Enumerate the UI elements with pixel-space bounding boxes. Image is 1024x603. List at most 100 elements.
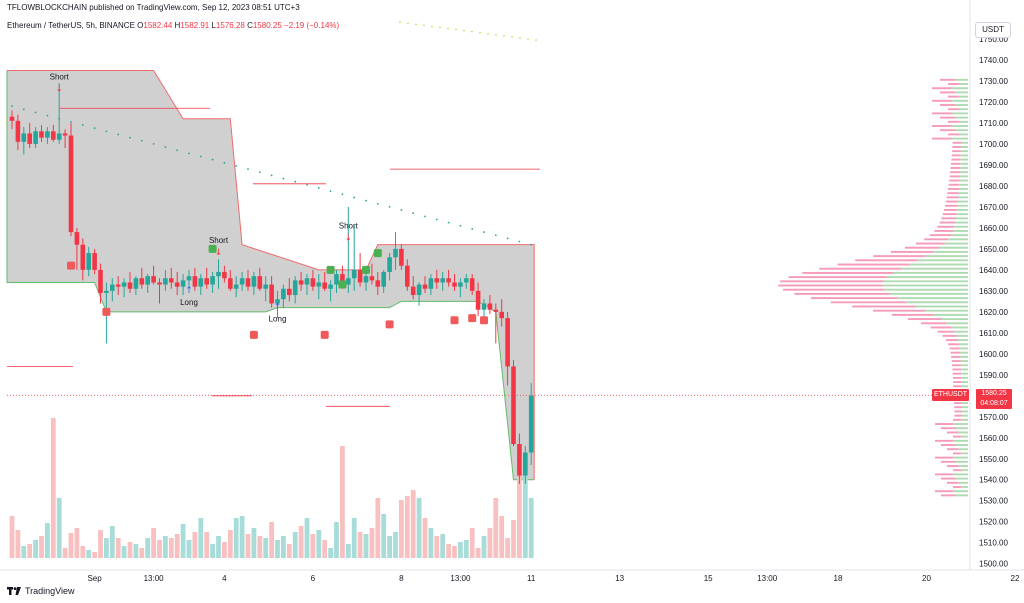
volume-profile-up xyxy=(951,326,968,329)
currency-button[interactable]: USDT xyxy=(975,22,1011,38)
trend-dot xyxy=(129,136,131,139)
candle-body xyxy=(27,133,32,144)
volume-bar xyxy=(109,526,115,558)
volume-profile-up xyxy=(893,271,968,274)
candle-body xyxy=(458,282,463,287)
candle-body xyxy=(33,131,38,144)
volume-profile-up xyxy=(909,263,968,266)
volume-profile-up xyxy=(933,313,968,316)
volume-profile-down xyxy=(932,112,952,115)
volume-profile-down xyxy=(948,343,960,346)
volume-profile-down xyxy=(952,146,961,148)
y-tick-label: 1570.00 xyxy=(979,413,1008,422)
volume-profile-up xyxy=(958,431,968,434)
volume-bar xyxy=(192,532,198,558)
upper-trend-dot xyxy=(455,28,457,31)
volume-profile-down xyxy=(949,175,960,178)
volume-profile-down xyxy=(935,439,954,442)
trend-dot xyxy=(46,114,49,117)
volume-bar xyxy=(404,496,410,558)
volume-bar xyxy=(80,546,86,558)
volume-profile-down xyxy=(932,87,952,90)
volume-profile-up xyxy=(889,292,968,295)
ohlc-close-label: C xyxy=(247,21,253,30)
volume-profile-up xyxy=(953,456,968,459)
trend-dot xyxy=(70,120,72,123)
trend-dot xyxy=(376,202,379,205)
volume-bar xyxy=(357,532,363,558)
volume-profile-up xyxy=(958,481,968,484)
volume-profile-up xyxy=(955,221,968,224)
volume-profile-down xyxy=(952,141,962,144)
candle-body xyxy=(281,288,286,300)
ohlc-low-label: L xyxy=(211,21,216,30)
candle-body xyxy=(410,286,416,296)
volume-bar xyxy=(422,518,428,558)
candle-body xyxy=(21,133,27,142)
volume-profile-up xyxy=(960,167,968,169)
candle-body xyxy=(51,131,56,140)
volume-profile-up xyxy=(955,477,968,480)
candle-body xyxy=(481,303,487,310)
volume-profile-up xyxy=(961,418,968,421)
candle-body xyxy=(263,284,268,289)
volume-bar xyxy=(145,538,151,558)
candle-body xyxy=(334,274,339,285)
volume-profile-down xyxy=(948,95,959,98)
volume-bar xyxy=(115,538,121,558)
volume-profile-up xyxy=(948,238,968,241)
x-tick-label: 13:00 xyxy=(144,574,165,583)
candle-body xyxy=(39,131,44,138)
candle-body xyxy=(363,276,369,283)
candle-body xyxy=(157,282,162,285)
volume-bar xyxy=(463,540,469,558)
volume-bar xyxy=(33,540,38,558)
volume-bar xyxy=(174,534,180,558)
candle-body xyxy=(298,280,304,285)
volume-profile-up xyxy=(960,158,968,161)
trend-dot xyxy=(152,143,155,145)
y-tick-label: 1620.00 xyxy=(979,308,1008,317)
volume-profile-up xyxy=(946,322,968,325)
volume-profile-down xyxy=(952,364,961,367)
trend-dot xyxy=(270,174,273,177)
volume-profile-up xyxy=(961,452,968,455)
volume-bar xyxy=(222,542,227,558)
volume-profile-down xyxy=(948,108,959,111)
volume-profile-down xyxy=(794,292,890,295)
y-tick-label: 1600.00 xyxy=(979,350,1008,359)
channel-lower-line xyxy=(6,70,535,481)
volume-profile-down xyxy=(934,229,953,232)
upper-trend-dot xyxy=(503,35,505,37)
volume-profile-up xyxy=(960,368,968,371)
volume-bar xyxy=(487,528,493,558)
volume-profile-up xyxy=(951,125,968,127)
volume-bar xyxy=(316,530,322,558)
volume-profile-down xyxy=(952,372,962,375)
volume-bar xyxy=(251,528,257,558)
volume-bar xyxy=(511,520,516,558)
upper-trend-dot xyxy=(423,24,425,27)
candle-body xyxy=(428,278,434,289)
volume-profile-down xyxy=(951,158,961,161)
volume-bar xyxy=(481,536,487,558)
candle-body xyxy=(45,131,50,138)
trend-dot xyxy=(93,127,96,130)
volume-profile-down xyxy=(950,167,961,169)
volume-bar xyxy=(416,498,422,558)
volume-profile-down xyxy=(852,305,916,308)
volume-bar xyxy=(334,522,339,558)
volume-profile-down xyxy=(953,486,962,488)
up-arrow-icon: ↑ xyxy=(274,303,282,313)
ohlc-open-label: O xyxy=(137,21,144,30)
volume-bar xyxy=(133,544,139,558)
volume-profile-down xyxy=(935,490,954,493)
volume-bar xyxy=(245,534,251,558)
bar-countdown: 04:08:07 xyxy=(980,400,1008,407)
candle-body xyxy=(62,133,68,136)
trend-dot xyxy=(235,165,238,167)
upper-trend-dot xyxy=(511,36,513,38)
sell-flag-icon xyxy=(450,316,459,325)
volume-profile-down xyxy=(947,448,959,451)
